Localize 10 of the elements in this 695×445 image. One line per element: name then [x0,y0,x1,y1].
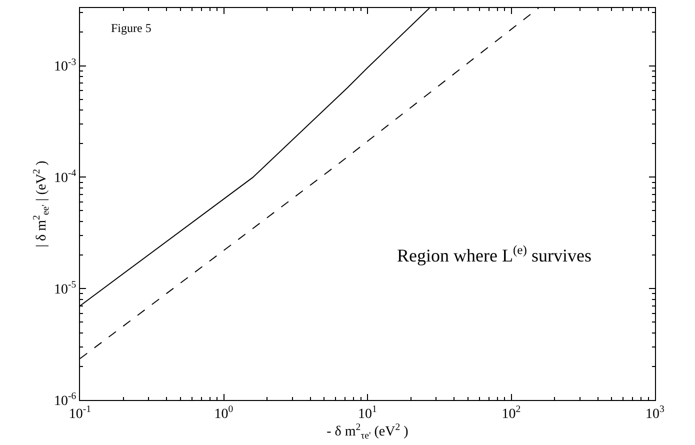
y-tick-label: 10$^{-5}$ [54,280,76,298]
annotation: Figure 5 [111,21,152,35]
x-axis-title: - δ m$^{2}$$_{τe'}$ (eV$^{2}$ ) [326,422,409,442]
x-tick-label: 10$^{0}$ [214,404,234,422]
x-tick-label: 10$^{2}$ [502,404,521,422]
y-tick-label: 10$^{-4}$ [54,168,76,186]
y-tick-label: 10$^{-3}$ [54,56,76,75]
x-tick-label: 10$^{1}$ [358,404,378,422]
x-tick-label: 10$^{3}$ [646,404,665,422]
annotation: Region where L$^{(e)}$ survives [397,243,592,266]
